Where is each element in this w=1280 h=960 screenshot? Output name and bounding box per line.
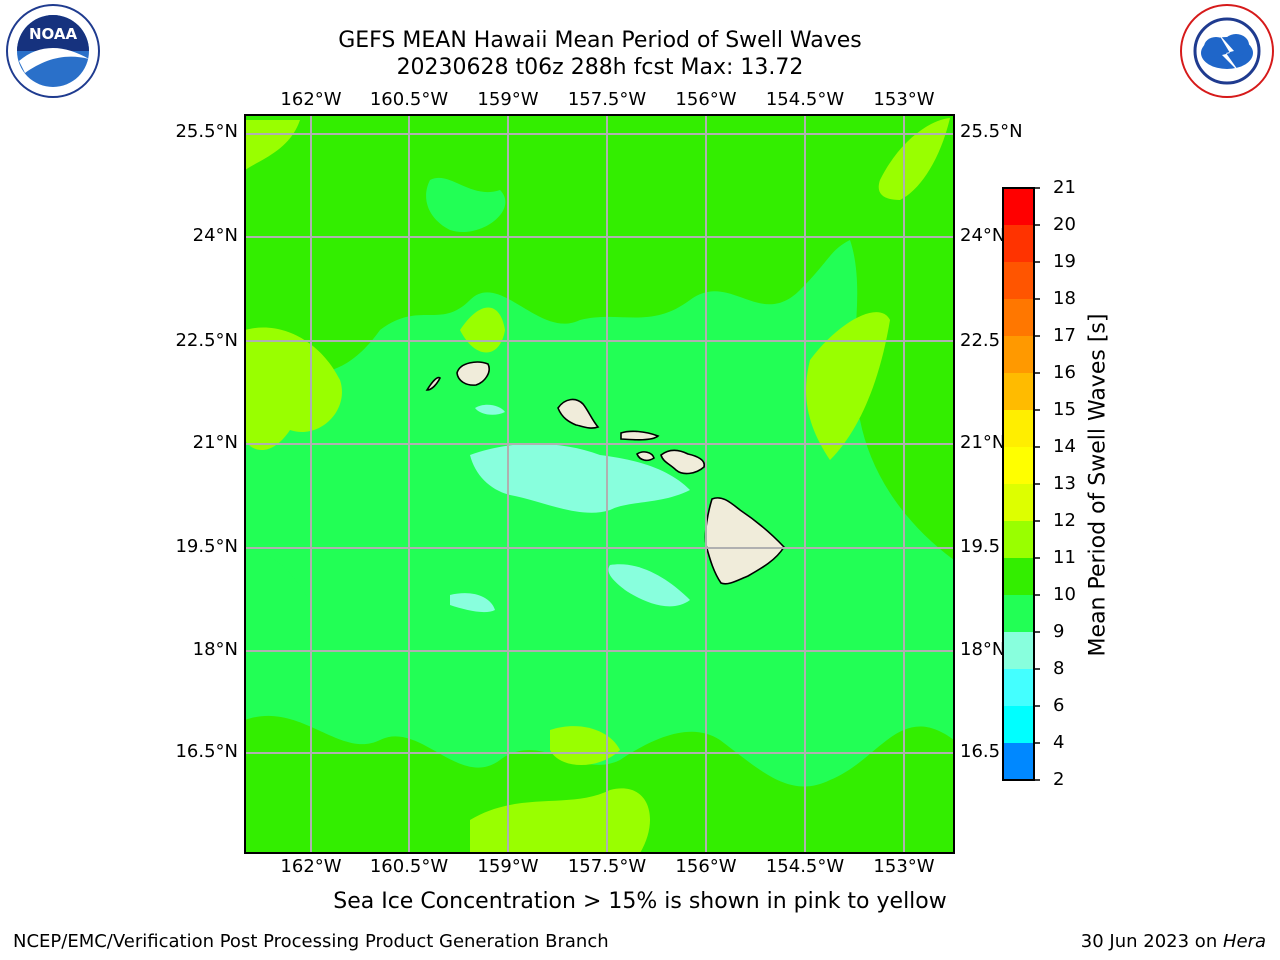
contour-10-11-west [245, 554, 320, 660]
colorbar-tick-label: 4 [1053, 732, 1065, 753]
footer-host: Hera [1222, 931, 1266, 952]
colorbar-tick-label: 19 [1053, 251, 1076, 272]
colorbar-tick-label: 13 [1053, 473, 1076, 494]
noaa-logo-text: NOAA [29, 25, 78, 43]
colorbar-segment [1003, 669, 1034, 707]
colorbar-tick-label: 15 [1053, 399, 1076, 420]
lon-label: 159°W [477, 856, 539, 877]
map-field [245, 115, 954, 853]
lat-label: 18°N [192, 639, 238, 660]
lon-label: 157.5°W [567, 856, 647, 877]
lat-label: 21°N [960, 432, 1006, 453]
contour-9-10-channel [470, 443, 690, 513]
colorbar-segment [1003, 447, 1034, 485]
graticule [245, 115, 954, 853]
colorbar-segment [1003, 188, 1034, 226]
colorbar-segment [1003, 410, 1034, 448]
colorbar-segment [1003, 706, 1034, 744]
lon-label: 162°W [280, 856, 342, 877]
colorbar-segment [1003, 299, 1034, 337]
lon-label: 156°W [675, 89, 737, 110]
map-title: GEFS MEAN Hawaii Mean Period of Swell Wa… [338, 28, 862, 53]
colorbar-segment [1003, 262, 1034, 300]
colorbar-tick-label: 18 [1053, 288, 1076, 309]
lat-label: 21°N [192, 432, 238, 453]
footer-date-text: 30 Jun 2023 on [1080, 931, 1223, 952]
island-maui [660, 449, 706, 475]
colorbar-tick-label: 20 [1053, 214, 1076, 235]
lat-label: 18°N [960, 639, 1006, 660]
contour-12-13-sw [550, 726, 620, 765]
lon-label: 157.5°W [567, 89, 647, 110]
contour-12-13-ne [878, 118, 950, 200]
colorbar-title: Mean Period of Swell Waves [s] [1085, 313, 1111, 657]
lat-label: 22.5°N [175, 330, 238, 351]
colorbar-tick-label: 10 [1053, 584, 1076, 605]
lon-label: 156°W [675, 856, 737, 877]
sea-ice-caption: Sea Ice Concentration > 15% is shown in … [333, 889, 947, 914]
colorbar-tick-label: 2 [1053, 769, 1065, 790]
colorbar-tick-label: 17 [1053, 325, 1076, 346]
colorbar-tick-label: 9 [1053, 621, 1065, 642]
map-subtitle: 20230628 t06z 288h fcst Max: 13.72 [396, 55, 804, 80]
colorbar-segment [1003, 743, 1034, 781]
lon-label: 160.5°W [369, 856, 449, 877]
lon-label: 162°W [280, 89, 342, 110]
island-molokai [620, 430, 660, 441]
lat-label: 24°N [192, 225, 238, 246]
contour-9-10-kauai [475, 404, 505, 415]
colorbar-tick-label: 6 [1053, 695, 1065, 716]
colorbar-segment [1003, 484, 1034, 522]
lat-label: 16.5 [960, 741, 1001, 762]
contour-12-13-nw [245, 120, 300, 170]
contour-12-13-west [245, 327, 342, 450]
colorbar-tick-label: 8 [1053, 658, 1065, 679]
map-frame [244, 114, 955, 854]
colorbar-segment [1003, 632, 1034, 670]
nws-logo [1178, 3, 1276, 99]
lat-label: 24°N [960, 225, 1006, 246]
lon-label: 159°W [477, 89, 539, 110]
footer-date: 30 Jun 2023 on Hera [1081, 931, 1266, 952]
contour-10-11-north [426, 177, 506, 232]
lat-label: 16.5°N [175, 741, 238, 762]
noaa-logo: NOAA [5, 3, 101, 99]
lat-label: 19.5 [960, 536, 1001, 557]
lat-label: 22.5 [960, 330, 1001, 351]
colorbar-segment [1003, 225, 1034, 263]
colorbar-frame [1002, 187, 1035, 781]
contour-10-11-central [245, 240, 954, 787]
hawaiian-islands [425, 361, 786, 585]
contour-9-10-south [450, 593, 495, 613]
colorbar-segment [1003, 521, 1034, 559]
contour-12-13-south [470, 788, 650, 853]
colorbar-segment [1003, 558, 1034, 596]
colorbar-tick-label: 21 [1053, 177, 1076, 198]
island-oahu [557, 398, 600, 429]
colorbar-tick-label: 11 [1053, 547, 1076, 568]
colorbar-tick-label: 12 [1053, 510, 1076, 531]
contour-12-13-east [806, 312, 890, 460]
colorbar-segment [1003, 595, 1034, 633]
lat-label: 19.5°N [175, 536, 238, 557]
lat-label: 25.5°N [960, 121, 1023, 142]
island-kauai [456, 361, 490, 386]
lon-label: 154.5°W [765, 856, 845, 877]
lat-label: 25.5°N [175, 121, 238, 142]
contour-9-10-lee [608, 564, 690, 607]
lon-label: 154.5°W [765, 89, 845, 110]
colorbar-tick-label: 14 [1053, 436, 1076, 457]
lon-label: 160.5°W [369, 89, 449, 110]
colorbar-segment [1003, 373, 1034, 411]
lon-label: 153°W [873, 89, 935, 110]
island-lanai [636, 451, 655, 462]
contour-12-13-kauai-w [309, 389, 339, 412]
island-niihau [425, 376, 442, 391]
footer-credit: NCEP/EMC/Verification Post Processing Pr… [13, 931, 609, 952]
colorbar-segment [1003, 336, 1034, 374]
colorbar [1003, 187, 1040, 781]
colorbar-tick-label: 16 [1053, 362, 1076, 383]
lon-label: 153°W [873, 856, 935, 877]
